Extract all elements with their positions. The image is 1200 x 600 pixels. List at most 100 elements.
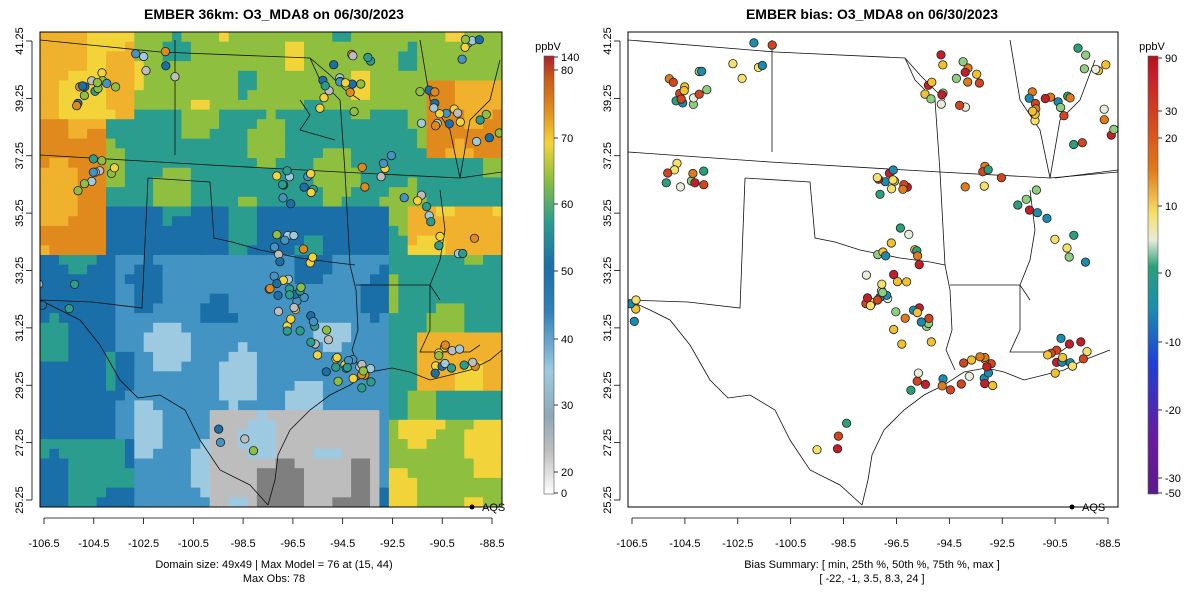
grid-cell [407,351,418,363]
grid-cell [58,284,69,295]
grid-cell [351,419,362,431]
grid-cell [106,128,116,140]
grid-cell [351,245,362,256]
grid-cell [492,477,502,489]
grid-cell [68,196,79,208]
x-tick-label: -102.5 [722,538,753,550]
grid-cell [285,206,296,217]
grid-cell [351,235,362,246]
grid-cell [454,477,465,489]
grid-cell [124,245,135,256]
grid-cell [417,80,428,91]
aqs-site-marker [376,172,386,182]
grid-cell [134,196,145,208]
grid-cell [445,177,456,188]
grid-cell [106,90,116,101]
grid-cell [398,99,409,111]
grid-cell [143,90,154,101]
grid-cell [209,90,220,101]
grid-cell [313,477,324,489]
grid-cell [162,245,173,256]
grid-cell [483,477,494,489]
grid-cell [134,381,145,392]
grid-cell [209,109,220,120]
grid-cell [294,51,305,62]
aqs-site-marker [914,259,924,270]
grid-cell [228,400,239,411]
grid-cell [436,322,446,334]
grid-cell [162,158,173,169]
grid-cell [407,439,418,450]
grid-cell [143,448,154,460]
grid-cell [96,245,107,256]
grid-cell [247,419,258,431]
grid-cell [153,51,164,62]
aqs-site-marker [457,54,467,64]
grid-cell [209,158,220,169]
grid-cell [266,313,277,324]
grid-cell [87,458,98,469]
grid-cell [492,70,502,82]
aqs-site-marker [215,437,226,447]
grid-cell [58,497,69,507]
grid-cell [209,167,220,178]
grid-cell [134,148,145,159]
grid-cell [153,119,164,130]
grid-cell [219,70,230,82]
grid-cell [247,468,258,479]
grid-cell [247,361,258,372]
grid-cell [332,187,343,198]
y-axis-ticks: 41.2539.2537.2535.2533.2531.2529.2527.25… [14,27,33,514]
grid-cell [294,458,305,469]
grid-cell [266,41,277,52]
grid-cell [228,322,239,334]
grid-cell [388,313,399,324]
grid-cell [106,80,116,91]
grid-cell [68,332,79,343]
grid-cell [143,109,154,120]
grid-cell [454,332,465,343]
grid-cell [87,80,98,91]
grid-cell [153,255,164,266]
grid-cell [209,255,220,266]
grid-cell [426,196,437,208]
grid-cell [200,487,211,498]
grid-cell [275,361,286,372]
grid-cell [77,303,88,314]
grid-cell [445,293,456,304]
grid-cell [256,458,267,469]
grid-cell [106,293,116,304]
grid-cell [228,487,239,498]
grid-cell [417,225,428,237]
grid-cell [285,448,296,460]
grid-cell [275,70,286,82]
aqs-site-marker [434,109,445,119]
grid-cell [190,448,201,460]
grid-cell [49,61,60,72]
grid-cell [379,264,390,275]
grid-cell [238,400,248,411]
grid-cell [445,439,456,450]
grid-cell [379,99,390,111]
grid-cell [200,313,211,324]
grid-cell [417,206,428,217]
grid-cell [96,293,107,304]
grid-cell [266,119,277,130]
aqs-site-marker [289,230,299,241]
grid-cell [388,477,399,489]
grid-cell [238,497,248,507]
grid-cell [398,313,409,324]
x-tick-label: -98.5 [831,538,856,550]
grid-cell [492,342,502,353]
aqs-site-marker [979,181,989,191]
aqs-site-marker [434,241,444,251]
grid-cell [143,351,154,363]
grid-cell [153,390,164,401]
grid-cell [445,419,456,431]
grid-cell [200,284,211,295]
grid-cell [351,497,362,507]
grid-cell [256,390,267,401]
grid-cell [153,61,164,72]
grid-cell [454,468,465,479]
aqs-site-marker [323,335,334,345]
